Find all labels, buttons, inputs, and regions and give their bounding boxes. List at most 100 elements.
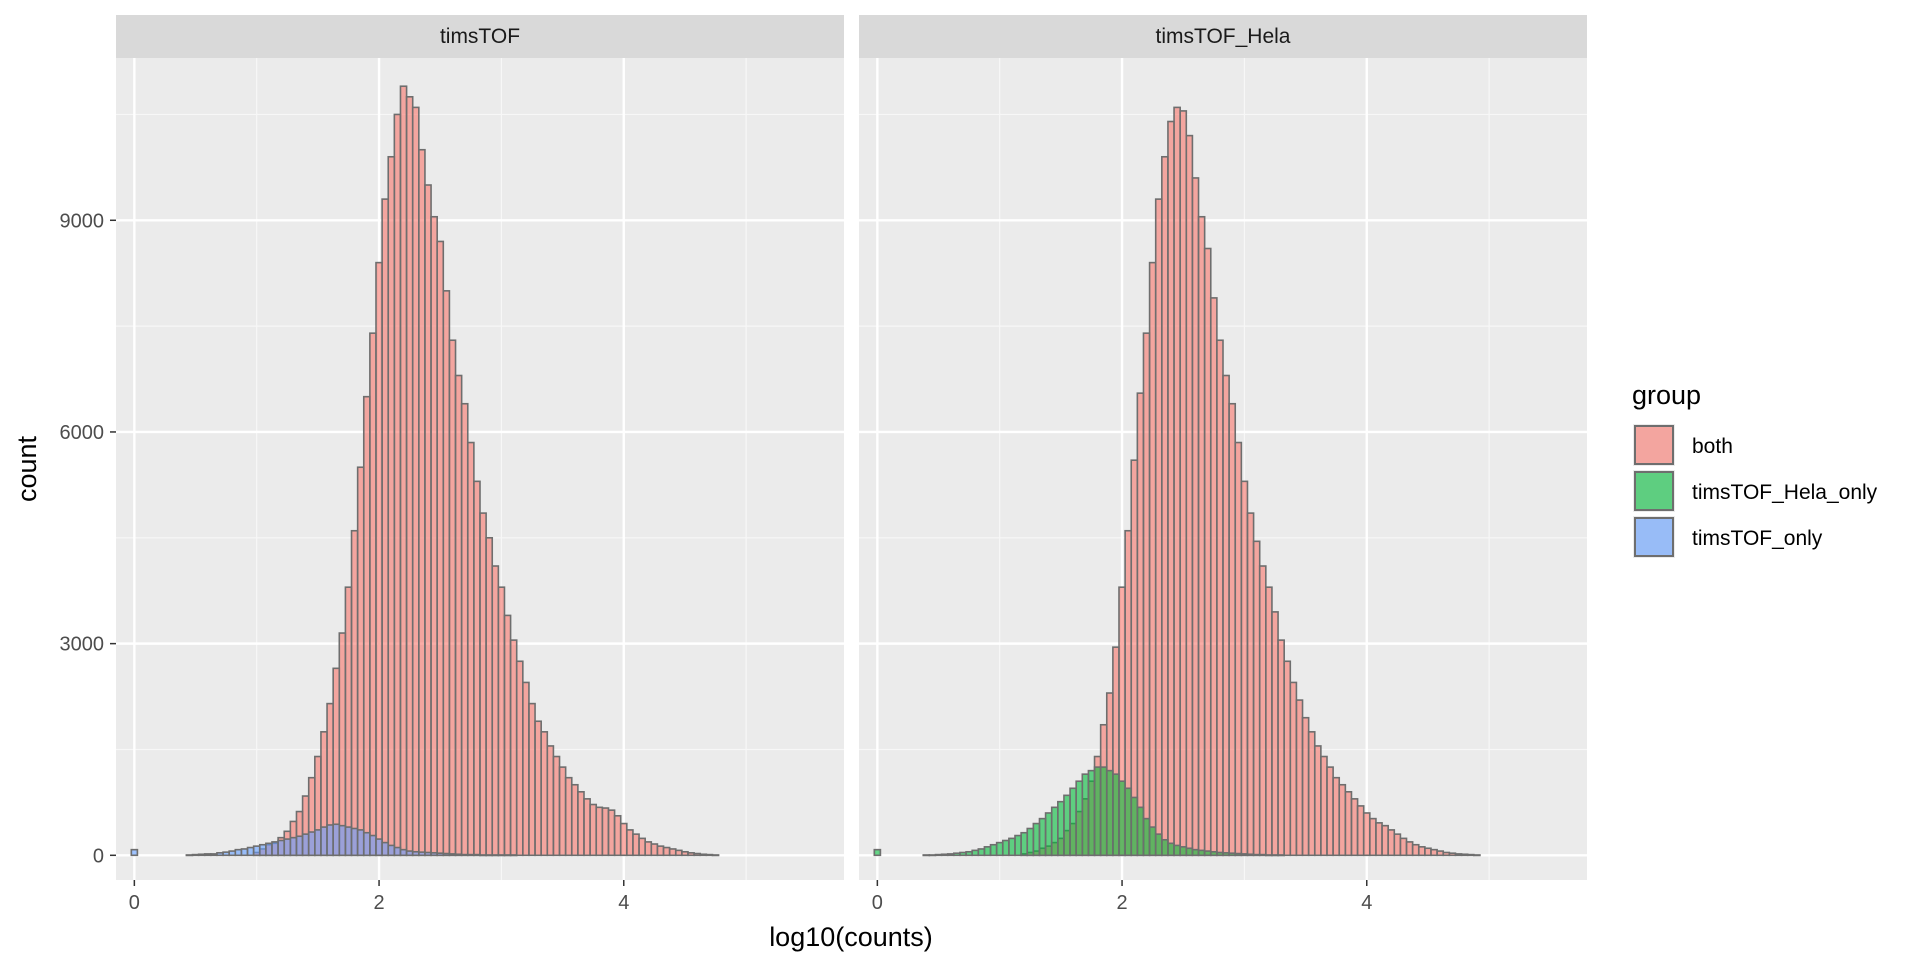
histogram-bar [252,845,261,857]
histogram-bar [983,846,992,857]
histogram-bar [583,798,591,857]
histogram-bar [971,849,980,857]
histogram-bar [350,529,359,857]
histogram-bar [674,849,683,857]
histogram-bar [528,702,536,857]
histogram-bar [1228,852,1237,857]
histogram-bar [442,290,451,857]
histogram-bar [1008,837,1016,857]
histogram-bar [430,852,438,857]
histogram-bar [1142,332,1151,857]
histogram-bar [320,826,328,857]
y-axis-title: count [12,435,42,502]
legend-key [1634,471,1674,511]
histogram-bar [1167,842,1175,857]
histogram-bar [485,536,494,857]
histogram-bar [1075,780,1084,857]
histogram-bar [485,854,494,857]
histogram-bar [326,824,334,857]
histogram-bar [405,96,414,857]
histogram-bar [1417,846,1426,857]
histogram-bar [1332,776,1341,857]
histogram-bar [601,807,610,857]
histogram-bar [185,854,194,857]
histogram-bar [387,844,396,857]
histogram-bar [436,240,445,857]
x-tick-label: 0 [872,892,883,914]
histogram-bar [350,827,359,857]
histogram-bar [191,853,200,857]
histogram-bar [1430,848,1438,857]
histogram-bar [1081,773,1090,857]
histogram-bar [1044,812,1053,857]
histogram-bar [1387,829,1396,857]
legend-label: timsTOF_only [1692,527,1823,550]
histogram-bar [228,850,237,857]
histogram-bar [1258,853,1267,857]
histogram-bar [515,660,524,857]
histogram-bar [1265,586,1273,857]
histogram-bar [1161,155,1169,857]
histogram-bar [570,783,579,857]
histogram-bar [1026,827,1035,857]
histogram-bar [1112,773,1120,857]
histogram-bar [497,586,506,857]
histogram-bar [301,833,310,857]
histogram-bar [632,833,640,857]
y-tick-label: 3000 [60,634,105,656]
histogram-bar [203,853,212,857]
histogram-bar [411,850,420,857]
histogram-bar [681,850,689,857]
histogram-bar [589,803,598,857]
x-tick-label: 2 [373,892,384,914]
histogram-bar [393,113,402,857]
histogram-bar [1197,849,1206,857]
histogram-bar [650,843,659,857]
histogram-bar [1246,512,1255,857]
histogram-bar [1161,838,1169,857]
histogram-bar [454,853,463,857]
histogram-bar [1148,826,1157,857]
histogram-bar [1460,853,1469,857]
histogram-bar [534,720,542,857]
histogram-bar [1356,805,1365,857]
facet-panel-timstof: timsTOF 0 2 4 [116,15,844,914]
histogram-bar [1216,339,1224,857]
histogram-bar [953,852,961,857]
histogram-bar [552,755,561,857]
histogram-bar [387,155,396,857]
histogram-bar [418,851,426,857]
histogram-bar [479,854,487,857]
histogram-bar [1179,110,1188,857]
histogram-bar [1350,798,1359,857]
histogram-bar [399,848,408,857]
histogram-bar [1271,611,1279,857]
histogram-bar [307,831,316,857]
histogram-bar [1313,745,1322,857]
histogram-bar [399,85,408,857]
histogram-bar [1399,837,1408,857]
histogram-bar [509,854,518,857]
histogram-bar [1240,853,1249,857]
y-axis-ticks: 0 3000 6000 9000 [60,210,116,867]
histogram-bar [424,184,432,857]
histogram-bar [289,836,298,857]
histogram-bar [1442,851,1451,857]
histogram-bar [1338,783,1347,857]
histogram-bar [369,332,377,857]
histogram-bar [1209,850,1218,857]
histogram-bar [1362,812,1371,857]
histogram-bar [1069,787,1077,857]
histogram-bar [1265,854,1273,857]
histogram-bar [479,512,487,857]
x-axis-title: log10(counts) [769,922,933,952]
histogram-bar [448,853,457,857]
histogram-bar [1093,766,1102,857]
histogram-bar [1277,854,1285,857]
histogram-bar [356,466,365,857]
histogram-bar [558,766,567,857]
histogram-bar [607,809,616,857]
histogram-bar [1405,841,1414,857]
histogram-bar [1222,374,1230,857]
